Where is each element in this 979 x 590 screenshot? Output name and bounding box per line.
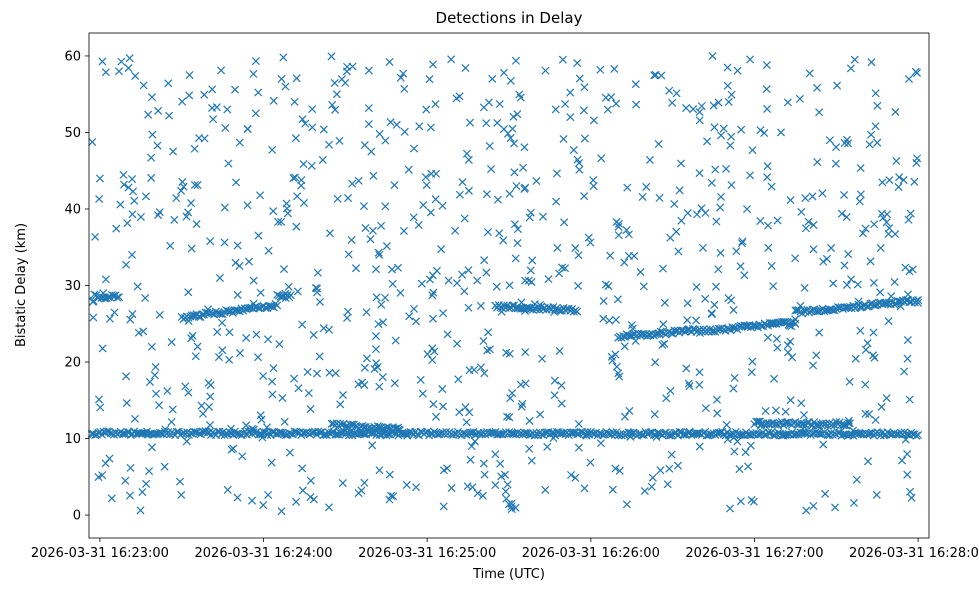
y-tick-label: 20 — [64, 356, 81, 371]
x-tick-label: 2026-03-31 16:28:00 — [849, 546, 979, 561]
x-tick-label: 2026-03-31 16:25:00 — [358, 546, 496, 561]
y-axis: 0 10 20 30 40 50 60 — [64, 49, 89, 523]
x-tick-label: 2026-03-31 16:26:00 — [522, 546, 660, 561]
x-axis: 2026-03-31 16:23:00 2026-03-31 16:24:00 20… — [31, 538, 979, 561]
y-axis-label: Bistatic Delay (km) — [14, 223, 29, 347]
x-tick-label: 2026-03-31 16:24:00 — [195, 546, 333, 561]
y-tick-label: 60 — [64, 49, 81, 64]
x-axis-label: Time (UTC) — [472, 567, 545, 582]
chart-title: Detections in Delay — [436, 9, 583, 27]
x-tick-label: 2026-03-31 16:27:00 — [685, 546, 823, 561]
y-tick-label: 40 — [64, 202, 81, 217]
y-tick-label: 30 — [64, 279, 81, 294]
x-tick-label: 2026-03-31 16:23:00 — [31, 546, 169, 561]
y-tick-label: 0 — [73, 509, 81, 524]
y-tick-label: 10 — [64, 432, 81, 447]
y-tick-label: 50 — [64, 126, 81, 141]
